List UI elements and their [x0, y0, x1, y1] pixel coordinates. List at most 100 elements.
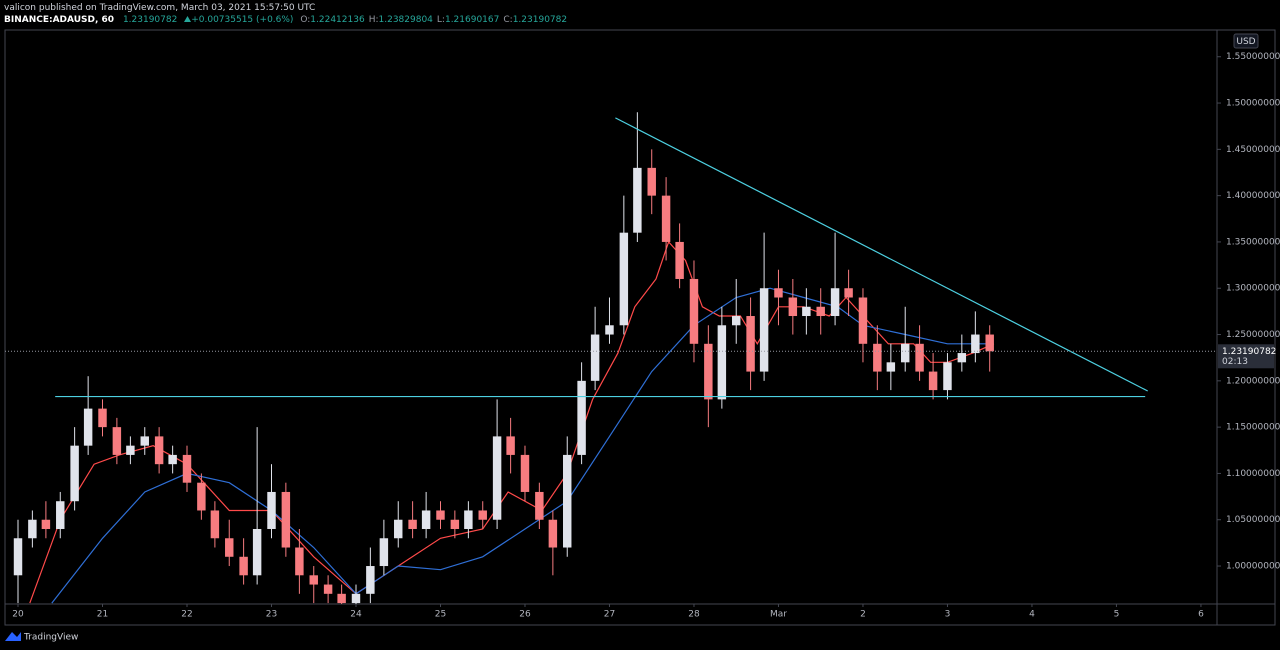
candle-body [548, 519, 558, 548]
candle-body [41, 519, 51, 529]
last-price: 1.23190782 [122, 15, 178, 25]
candle-body [957, 353, 967, 363]
currency-box[interactable] [1233, 33, 1259, 49]
publisher-row: valicon published on TradingView.com, Ma… [4, 2, 567, 14]
x-tick-label: 2 [860, 610, 866, 620]
header: valicon published on TradingView.com, Ma… [4, 2, 567, 26]
last-price-label: 1.23190782 [1222, 347, 1276, 357]
x-tick-label: 6 [1198, 610, 1204, 620]
brand-logo [5, 632, 21, 641]
candle-body [746, 316, 755, 372]
candle-body [239, 556, 248, 576]
y-tick-label: 1.55000000 [1226, 52, 1280, 62]
candle-body [83, 408, 93, 446]
brand: TradingView [23, 633, 78, 643]
candle-body [647, 167, 656, 196]
candle-body [886, 362, 896, 372]
ohlc-value: 1.23829804 [378, 15, 433, 25]
candle-body [478, 510, 487, 520]
candle-body [971, 334, 980, 354]
candle-body [717, 325, 727, 400]
candle-body [816, 306, 825, 317]
candle-body [535, 491, 544, 520]
candle-body [295, 547, 304, 576]
ohlc-label: H: [368, 15, 379, 25]
ohlc-value: 1.21690167 [444, 15, 500, 25]
symbol-row: BINANCE:ADAUSD, 60 1.23190782 +0.0073551… [4, 14, 567, 26]
candle-body [492, 436, 502, 520]
candle-body [844, 288, 853, 298]
plot-area [5, 112, 1217, 604]
y-tick-label: 1.45000000 [1226, 145, 1280, 155]
candle-body [436, 510, 445, 520]
candle-body [379, 538, 389, 567]
candle-body [661, 195, 671, 242]
publisher: valicon published on TradingView.com, Ma… [4, 3, 316, 13]
candle-body [154, 436, 164, 465]
candle-body [197, 482, 206, 511]
x-tick-label: 4 [1029, 610, 1035, 620]
y-tick-label: 1.35000000 [1226, 237, 1280, 247]
candle-body [788, 297, 798, 317]
x-tick-label: 28 [688, 610, 700, 620]
ohlc-value: 1.23190782 [512, 15, 568, 25]
y-tick-label: 1.15000000 [1226, 423, 1280, 433]
candle-body [563, 454, 572, 548]
y-tick-label: 1.05000000 [1226, 515, 1280, 525]
candle-body [182, 454, 192, 483]
change: +0.00735515 (+0.6%) [191, 15, 294, 25]
candle-body [421, 510, 431, 529]
candle-body [915, 343, 924, 372]
candle-body [70, 445, 79, 502]
x-tick-label: 20 [12, 610, 24, 620]
candle-body [337, 593, 346, 604]
y-tick-label: 1.10000000 [1226, 469, 1280, 479]
candle-body [928, 371, 938, 391]
candle-body [704, 343, 713, 400]
x-tick-label: 25 [435, 610, 446, 620]
candle-body [56, 501, 65, 529]
ohlc-value: 1.22412136 [310, 15, 365, 25]
moving-average [51, 287, 990, 604]
candle-body [168, 454, 177, 465]
candle-body [281, 491, 291, 548]
candle-body [675, 241, 684, 279]
candle-body [577, 380, 586, 455]
x-tick-label: 26 [519, 610, 531, 620]
candle-body [830, 288, 840, 317]
y-tick-label: 1.40000000 [1226, 191, 1280, 201]
candle-body [408, 519, 417, 529]
y-tick-label: 1.30000000 [1226, 284, 1280, 294]
x-tick-label: 3 [945, 610, 951, 620]
trend-line [615, 117, 1148, 392]
candle-body [873, 343, 882, 372]
y-tick-label: 1.25000000 [1226, 330, 1280, 340]
candle-body [366, 566, 375, 594]
symbol: BINANCE:ADAUSD, 60 [4, 15, 115, 25]
candle-body [98, 408, 107, 428]
ohlc-label: C: [503, 15, 513, 25]
candle-body [450, 519, 460, 529]
ohlc-label: O: [300, 15, 311, 25]
y-tick-label: 1.00000000 [1226, 562, 1280, 572]
candle-body [112, 427, 122, 455]
candle-body [210, 510, 220, 539]
y-tick-label: 1.50000000 [1226, 99, 1280, 109]
chart-frame [4, 29, 1276, 626]
candle-body [590, 334, 600, 381]
currency: USD [1236, 37, 1255, 47]
x-tick-label: 5 [1114, 610, 1120, 620]
candle-body [309, 575, 318, 585]
candle-body [140, 436, 149, 446]
candle-body [619, 232, 629, 326]
candle-body [900, 343, 910, 363]
candle-body [506, 436, 515, 455]
countdown: 02:13 [1222, 357, 1248, 367]
up-arrow [184, 16, 192, 22]
candle-body [252, 528, 262, 576]
x-tick-label: 21 [97, 610, 108, 620]
candle-body [605, 325, 614, 335]
candle-body [943, 362, 952, 391]
